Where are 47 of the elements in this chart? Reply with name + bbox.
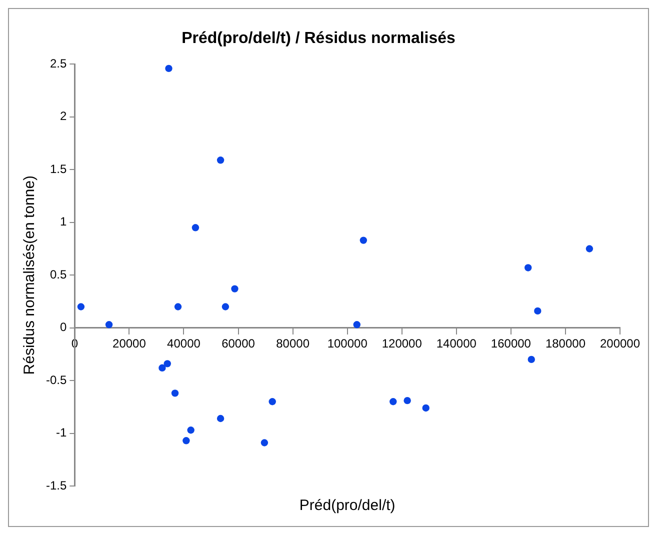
y-tick-label: -1 [56,426,67,440]
point [105,321,113,328]
point [171,390,179,397]
x-tick-label: 80000 [276,336,310,350]
point [586,245,594,252]
point [268,398,276,406]
point [353,321,360,328]
x-tick-label: 180000 [545,336,586,350]
point [158,364,166,372]
y-tick-label: 1.5 [50,162,67,176]
x-axis-title: Préd(pro/del/t) [299,497,396,514]
point [528,356,535,364]
y-tick-label: 0 [60,320,67,334]
point [422,404,430,412]
x-tick-label: 160000 [490,336,532,350]
x-tick-label: 60000 [222,336,256,350]
point [216,414,224,422]
chart-title: Préd(pro/del/t) / Résidus normalisés [182,30,456,48]
point [187,426,194,434]
y-tick-label: -1.5 [46,478,67,492]
y-tick-label: 0.5 [50,267,67,282]
point [216,156,224,164]
point [174,303,182,310]
y-tick-label: 2 [60,109,67,124]
point [222,303,230,310]
y-axis-title: Résidus normalisés(en tonne) [21,175,38,375]
x-tick-label: 120000 [382,336,422,350]
point [192,224,200,232]
point [360,236,368,244]
x-tick-label: 40000 [167,336,201,350]
x-tick-label: 100000 [327,336,368,350]
point [260,439,268,446]
y-tick-label: -0.5 [46,372,67,387]
point [231,285,238,292]
point [534,307,542,315]
y-tick-label: 2.5 [50,56,67,71]
point [524,264,532,272]
x-tick-label: 20000 [112,336,146,350]
point [404,396,411,404]
point [77,303,85,310]
x-tick-label: 140000 [436,336,477,350]
point [182,437,190,444]
point [165,64,172,72]
point [164,360,171,368]
y-tick-label: 1 [60,214,67,229]
point [390,398,397,406]
x-tick-label: 200000 [600,336,640,350]
